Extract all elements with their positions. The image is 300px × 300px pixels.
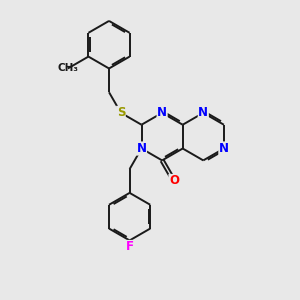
Text: N: N <box>219 142 229 155</box>
Text: O: O <box>169 175 179 188</box>
Text: N: N <box>198 106 208 119</box>
Text: F: F <box>126 241 134 254</box>
Text: N: N <box>157 106 167 119</box>
Text: S: S <box>117 106 125 119</box>
Text: N: N <box>136 142 146 155</box>
Text: CH₃: CH₃ <box>57 64 78 74</box>
